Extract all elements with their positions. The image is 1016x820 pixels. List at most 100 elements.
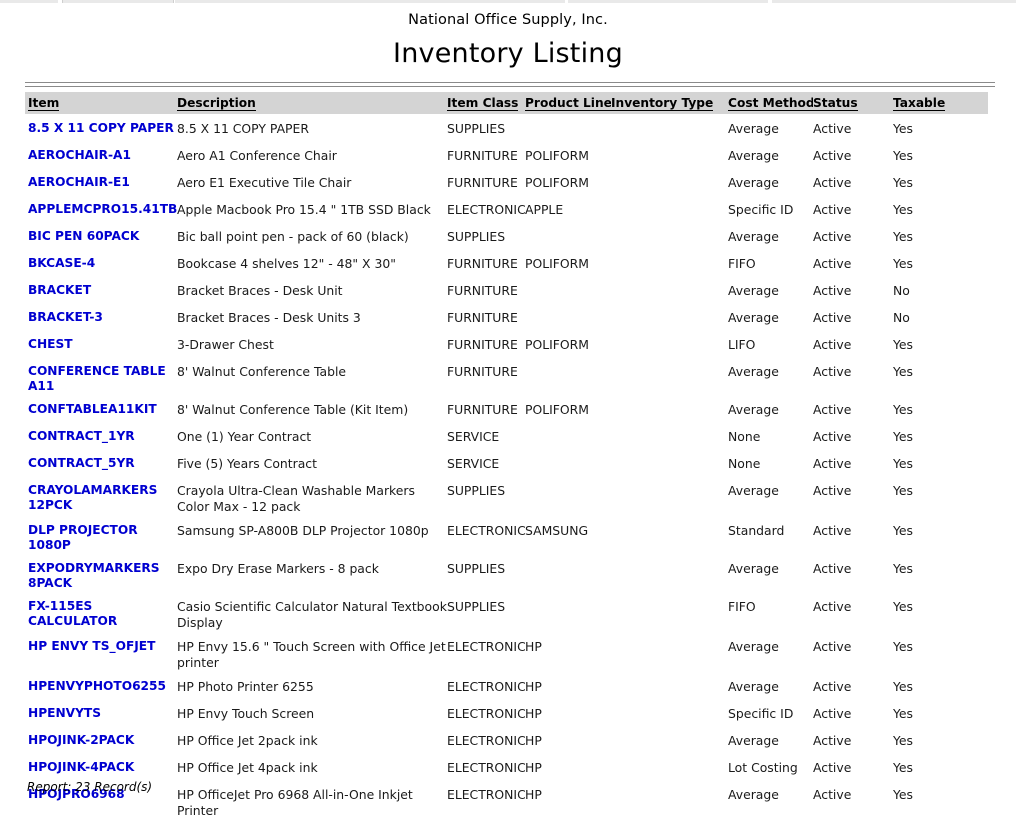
- cell-text: Yes: [893, 256, 914, 271]
- table-row[interactable]: HPOJINK-4PACK HP Office Jet 4pack ink ELEC…: [25, 753, 988, 780]
- cell-text: HP: [525, 706, 542, 721]
- table-cell-item[interactable]: 8.5 X 11 COPY PAPER: [25, 121, 177, 136]
- table-cell-item[interactable]: CRAYOLAMARKERS 12PCK: [25, 483, 177, 513]
- table-row[interactable]: CONTRACT_5YR Five (5) Years Contract SERVI…: [25, 449, 988, 476]
- table-row[interactable]: FX-115ES CALCULATOR Casio Scientific Calc…: [25, 592, 988, 632]
- table-cell-item[interactable]: APPLEMCPRO15.41TBL: [25, 202, 177, 217]
- table-cell-description: Bic ball point pen - pack of 60 (black): [177, 229, 447, 245]
- table-cell-item[interactable]: BRACKET-3: [25, 310, 177, 325]
- table-cell-item-class: ELECTRONICS: [447, 787, 525, 803]
- table-row[interactable]: DLP PROJECTOR 1080P Samsung SP-A800B DLP …: [25, 516, 988, 554]
- table-row[interactable]: CONFERENCE TABLE A11 8' Walnut Conference…: [25, 357, 988, 395]
- table-cell-cost-method: Average: [728, 679, 813, 695]
- table-cell-item-class: FURNITURE: [447, 402, 525, 418]
- table-cell-item[interactable]: BIC PEN 60PACK: [25, 229, 177, 244]
- table-row[interactable]: CONTRACT_1YR One (1) Year Contract SERVICE…: [25, 422, 988, 449]
- table-cell-item-class: FURNITURE: [447, 364, 525, 380]
- cell-text: Active: [813, 523, 852, 538]
- table-cell-item[interactable]: BRACKET: [25, 283, 177, 298]
- table-cell-status: Active: [813, 639, 893, 655]
- table-cell-item[interactable]: AEROCHAIR-E1: [25, 175, 177, 190]
- table-row[interactable]: BRACKET Bracket Braces - Desk Unit FURNITU…: [25, 276, 988, 303]
- item-link-label: CONFTABLEA11KIT: [28, 402, 157, 416]
- table-cell-item[interactable]: HPENVYTS: [25, 706, 177, 721]
- table-row[interactable]: AEROCHAIR-A1 Aero A1 Conference Chair FURN…: [25, 141, 988, 168]
- column-header-cost-method[interactable]: Cost Method: [728, 95, 813, 111]
- table-cell-product-line: POLIFORM: [525, 148, 611, 164]
- table-cell-taxable: Yes: [893, 456, 983, 472]
- cell-text: Average: [728, 639, 779, 654]
- cell-text: Active: [813, 639, 852, 654]
- table-cell-taxable: Yes: [893, 148, 983, 164]
- table-row[interactable]: HPENVYPHOTO6255 HP Photo Printer 6255 ELEC…: [25, 672, 988, 699]
- table-row[interactable]: BKCASE-4 Bookcase 4 shelves 12" - 48" X 3…: [25, 249, 988, 276]
- cell-text: Active: [813, 175, 852, 190]
- cell-text: Average: [728, 787, 779, 802]
- table-cell-taxable: Yes: [893, 429, 983, 445]
- table-row[interactable]: AEROCHAIR-E1 Aero E1 Executive Tile Chair…: [25, 168, 988, 195]
- table-row[interactable]: CONFTABLEA11KIT 8' Walnut Conference Tabl…: [25, 395, 988, 422]
- column-header-product-line[interactable]: Product Line: [525, 95, 611, 111]
- table-row[interactable]: EXPODRYMARKERS 8PACK Expo Dry Erase Marke…: [25, 554, 988, 592]
- table-cell-item[interactable]: CONFTABLEA11KIT: [25, 402, 177, 417]
- table-cell-item-class: SUPPLIES: [447, 229, 525, 245]
- window-chrome-strip: [0, 0, 1016, 3]
- cell-text: FURNITURE: [447, 364, 518, 379]
- table-cell-item[interactable]: HP ENVY TS_OFJET: [25, 639, 177, 654]
- column-header-taxable[interactable]: Taxable: [893, 95, 946, 111]
- item-link-label: 8.5 X 11 COPY PAPER: [28, 121, 174, 135]
- table-cell-item-class: FURNITURE: [447, 283, 525, 299]
- table-cell-item[interactable]: CONFERENCE TABLE A11: [25, 364, 177, 394]
- cell-text: HP: [525, 760, 542, 775]
- item-link-label: HPOJINK-4PACK: [28, 760, 135, 774]
- table-cell-item[interactable]: HPOJINK-4PACK: [25, 760, 177, 775]
- table-cell-product-line: POLIFORM: [525, 402, 611, 418]
- table-row[interactable]: HPOJPRO6968 HP OfficeJet Pro 6968 All-in-…: [25, 780, 988, 820]
- table-cell-item[interactable]: BKCASE-4: [25, 256, 177, 271]
- table-cell-description: Apple Macbook Pro 15.4 " 1TB SSD Black: [177, 202, 447, 218]
- column-header-description[interactable]: Description: [177, 95, 256, 111]
- column-header-status[interactable]: Status: [813, 95, 858, 111]
- table-cell-item[interactable]: FX-115ES CALCULATOR: [25, 599, 177, 629]
- cell-text: POLIFORM: [525, 337, 589, 352]
- cell-text: ELECTRONICS: [447, 639, 525, 654]
- column-header-inventory-type[interactable]: Inventory Type: [611, 95, 714, 111]
- table-cell-item[interactable]: DLP PROJECTOR 1080P: [25, 523, 177, 553]
- record-count-footer: Report: 23 Record(s): [27, 780, 153, 794]
- chrome-segment: [772, 0, 1016, 3]
- table-cell-item[interactable]: CHEST: [25, 337, 177, 352]
- table-cell-item[interactable]: HPOJINK-2PACK: [25, 733, 177, 748]
- table-cell-item[interactable]: EXPODRYMARKERS 8PACK: [25, 561, 177, 591]
- table-cell-item-class: FURNITURE: [447, 256, 525, 272]
- cell-text: SUPPLIES: [447, 561, 506, 576]
- table-row[interactable]: CHEST 3-Drawer Chest FURNITURE POLIFORM LIFO…: [25, 330, 988, 357]
- cell-text: Lot Costing: [728, 760, 798, 775]
- table-row[interactable]: 8.5 X 11 COPY PAPER 8.5 X 11 COPY PAPER SU…: [25, 114, 988, 141]
- table-row[interactable]: APPLEMCPRO15.41TBL Apple Macbook Pro 15.4…: [25, 195, 988, 222]
- table-row[interactable]: HPOJINK-2PACK HP Office Jet 2pack ink ELEC…: [25, 726, 988, 753]
- table-cell-description: HP Envy Touch Screen: [177, 706, 447, 722]
- cell-text: POLIFORM: [525, 256, 589, 271]
- column-header-item-class[interactable]: Item Class: [447, 95, 519, 111]
- table-cell-product-line: APPLE: [525, 202, 611, 218]
- table-cell-item[interactable]: HPENVYPHOTO6255: [25, 679, 177, 694]
- cell-text: Active: [813, 760, 852, 775]
- table-cell-item[interactable]: AEROCHAIR-A1: [25, 148, 177, 163]
- table-cell-status: Active: [813, 402, 893, 418]
- table-row[interactable]: CRAYOLAMARKERS 12PCK Crayola Ultra-Clean …: [25, 476, 988, 516]
- table-row[interactable]: BIC PEN 60PACK Bic ball point pen - pack …: [25, 222, 988, 249]
- table-row[interactable]: BRACKET-3 Bracket Braces - Desk Units 3 FU…: [25, 303, 988, 330]
- table-row[interactable]: HP ENVY TS_OFJET HP Envy 15.6 " Touch Scr…: [25, 632, 988, 672]
- column-header-item[interactable]: Item: [28, 95, 60, 111]
- table-cell-item[interactable]: CONTRACT_1YR: [25, 429, 177, 444]
- table-cell-taxable: Yes: [893, 483, 983, 499]
- table-cell-item[interactable]: CONTRACT_5YR: [25, 456, 177, 471]
- cell-text: Average: [728, 121, 779, 136]
- table-row[interactable]: HPENVYTS HP Envy Touch Screen ELECTRONICS H…: [25, 699, 988, 726]
- table-cell-item[interactable]: HPOJPRO6968: [25, 787, 177, 802]
- item-link-label: HP ENVY TS_OFJET: [28, 639, 156, 653]
- item-link-label: FX-115ES CALCULATOR: [28, 599, 118, 628]
- cell-text: Active: [813, 679, 852, 694]
- table-cell-status: Active: [813, 706, 893, 722]
- table-body: 8.5 X 11 COPY PAPER 8.5 X 11 COPY PAPER SU…: [25, 114, 988, 820]
